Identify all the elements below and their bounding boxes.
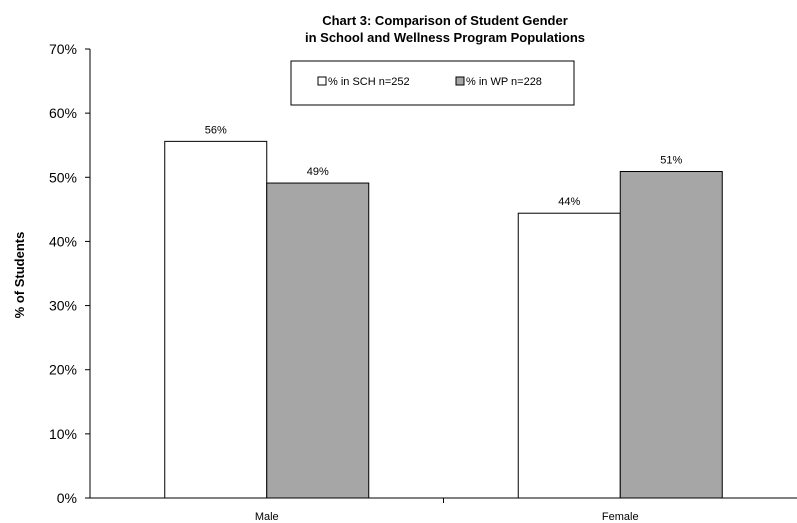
data-label: 51% bbox=[660, 155, 682, 167]
data-label: 49% bbox=[307, 166, 329, 178]
legend-box bbox=[290, 60, 575, 106]
y-axis: 0% 10% 20% 30% 40% 50% 60% 70% bbox=[49, 41, 91, 506]
bar-wp-female bbox=[619, 171, 723, 499]
chart-title-line-1: Chart 3: Comparison of Student Gender bbox=[322, 13, 568, 28]
x-category-label: Male bbox=[255, 511, 279, 523]
y-tick-label: 70% bbox=[49, 41, 77, 57]
legend-label-wp: % in WP n=228 bbox=[466, 76, 542, 88]
y-tick-label: 40% bbox=[49, 233, 77, 249]
legend-swatch-wp bbox=[455, 76, 465, 86]
bars: 56% 49% 44% 51% bbox=[164, 124, 723, 499]
legend-label-sch: % in SCH n=252 bbox=[328, 76, 410, 88]
y-tick-label: 50% bbox=[49, 169, 77, 185]
y-tick-label: 10% bbox=[49, 426, 77, 442]
legend-swatch-sch bbox=[317, 76, 327, 86]
data-label: 56% bbox=[205, 124, 227, 136]
bar-wp-male bbox=[266, 182, 370, 499]
x-axis: Male Female bbox=[90, 497, 797, 523]
y-tick-label: 0% bbox=[57, 490, 77, 506]
y-tick-label: 20% bbox=[49, 362, 77, 378]
legend: % in SCH n=252 % in WP n=228 bbox=[290, 60, 575, 106]
y-axis-title: % of Students bbox=[12, 232, 27, 319]
bar-sch-female bbox=[517, 212, 621, 499]
y-tick-label: 60% bbox=[49, 105, 77, 121]
chart-title-line-2: in School and Wellness Program Populatio… bbox=[305, 30, 585, 45]
y-tick-label: 30% bbox=[49, 298, 77, 314]
x-category-label: Female bbox=[602, 511, 639, 523]
data-label: 44% bbox=[558, 196, 580, 208]
bar-sch-male bbox=[164, 140, 268, 499]
